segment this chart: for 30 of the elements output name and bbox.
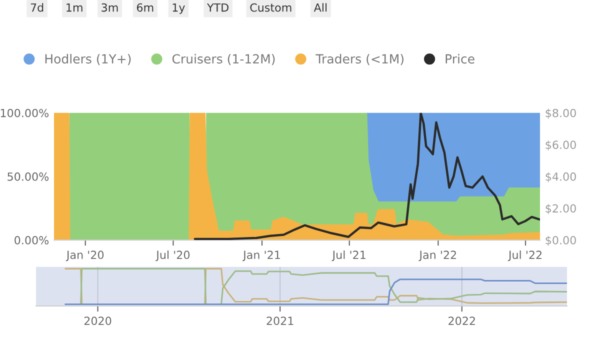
text: 1y: [172, 3, 185, 14]
text: 7d: [30, 3, 44, 12]
x-tick-label: Jan '20: [66, 250, 104, 262]
text: All: [314, 3, 327, 12]
text: 1m: [66, 3, 82, 12]
text: YTD: [206, 3, 228, 12]
legend-label: Cruisers (1-12M): [172, 54, 275, 66]
x-tick-label: Jul '22: [508, 250, 542, 262]
x-tick-label: Jan '22: [418, 250, 456, 262]
line-series: [194, 112, 540, 240]
x-tick-label: 2020: [84, 316, 112, 326]
x-tick-label: 2021: [266, 316, 294, 326]
y2-tick-label: $0.00: [546, 236, 576, 246]
y-tick-label: 50.00%: [8, 172, 49, 181]
text: 3m: [102, 3, 118, 12]
x-tick-label: 2022: [448, 316, 475, 326]
text: Custom: [250, 3, 292, 12]
y2-tick-label: $6.00: [546, 140, 576, 151]
legend-label: Price: [446, 54, 474, 64]
y-tick-label: 0.00%: [14, 236, 49, 244]
x-tick-label: Jan '21: [242, 250, 280, 262]
x-tick-label: Jul '21: [332, 250, 366, 262]
x-tick-label: Jul '20: [156, 250, 190, 262]
legend-label: Traders (<1M): [316, 54, 404, 66]
text: 6m: [136, 3, 154, 12]
y2-tick-label: $8.00: [546, 108, 576, 119]
y2-tick-label: $2.00: [546, 204, 576, 214]
y2-tick-label: $4.00: [546, 172, 576, 182]
y-tick-label: 100.00%: [0, 108, 49, 118]
legend-label: Hodlers (1Y+): [45, 54, 131, 66]
